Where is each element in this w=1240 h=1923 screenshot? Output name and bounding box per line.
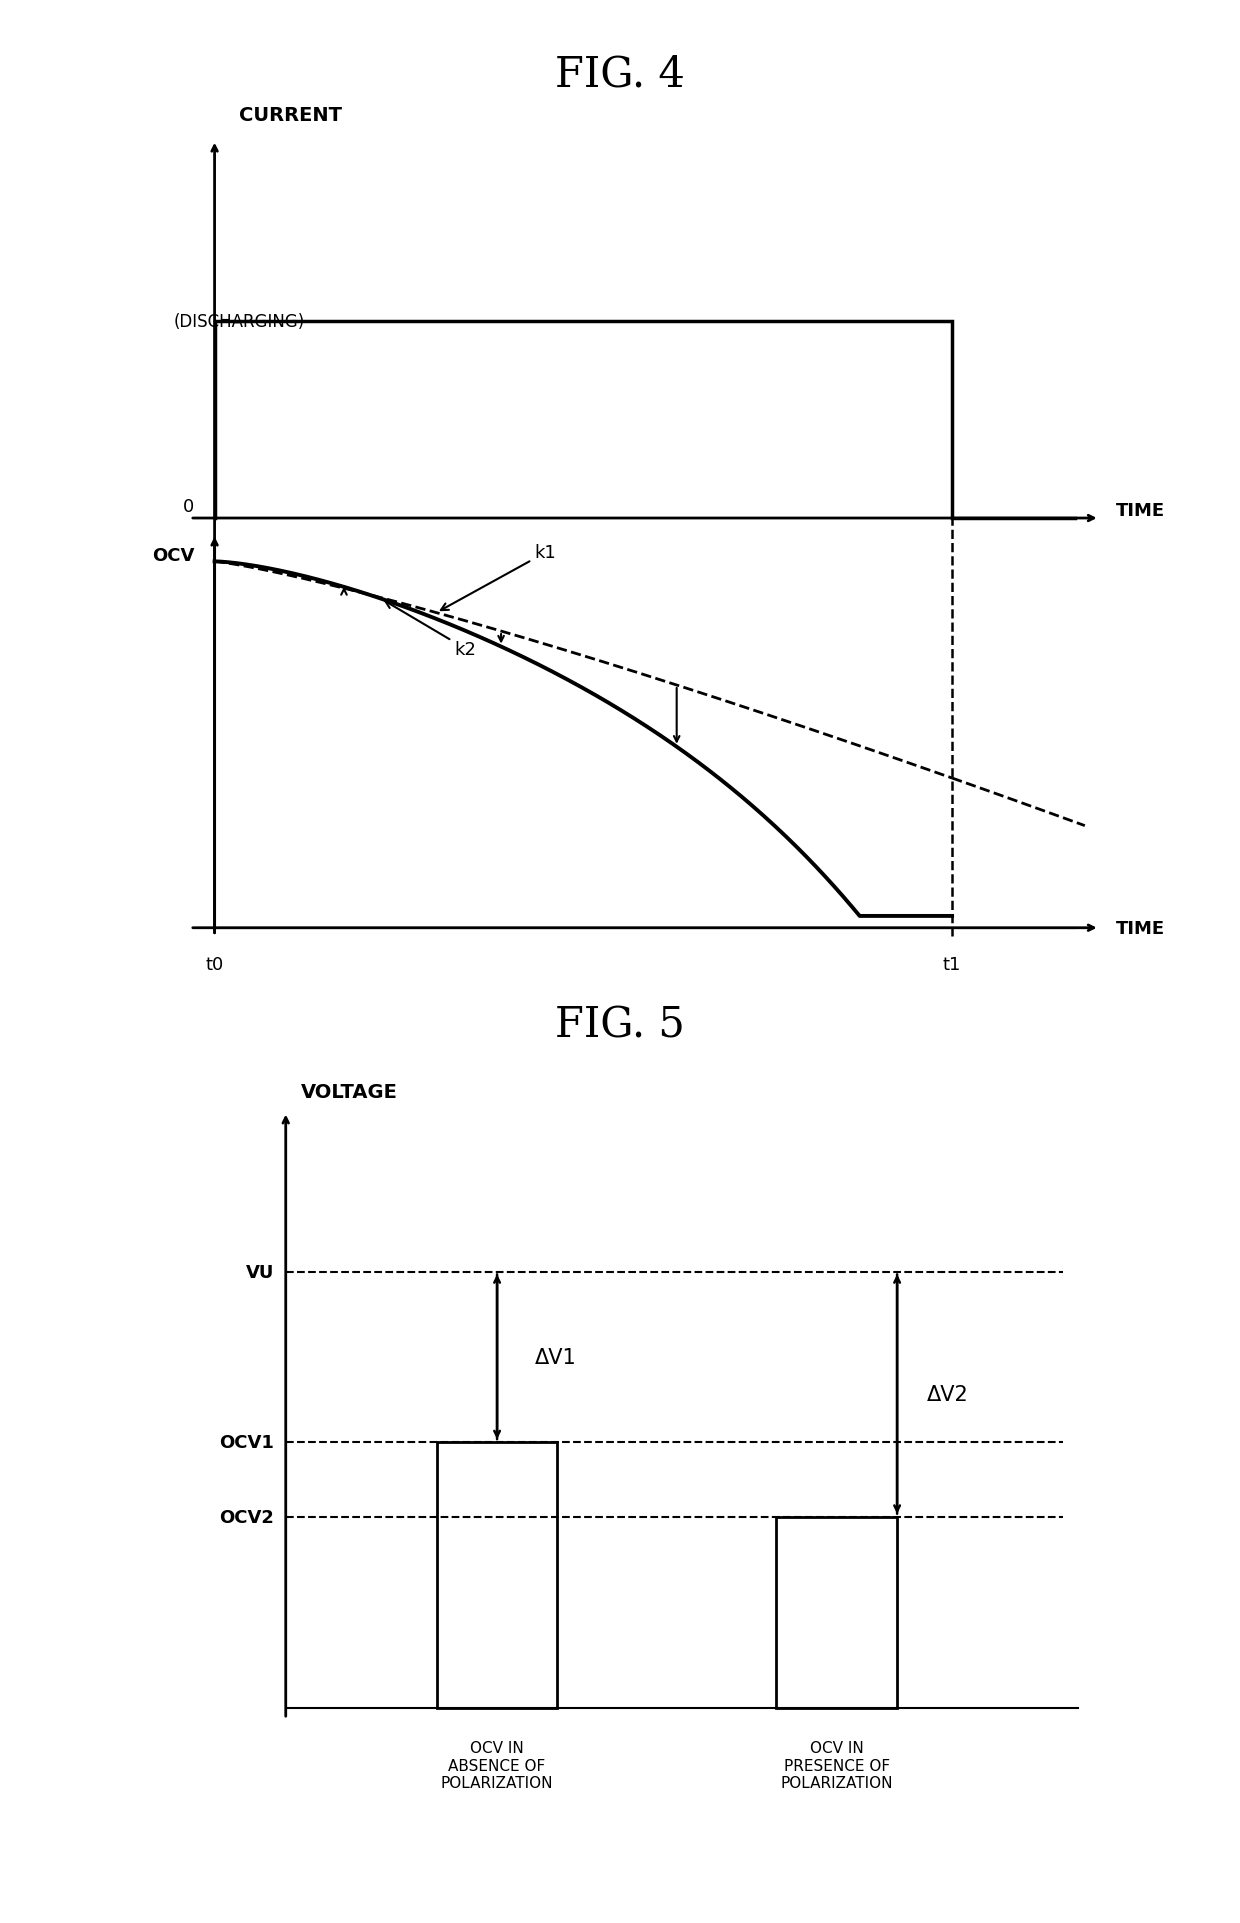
- Text: 0: 0: [182, 498, 195, 515]
- Text: TIME: TIME: [1116, 919, 1166, 937]
- Text: k1: k1: [441, 544, 557, 612]
- Text: VU: VU: [246, 1263, 274, 1281]
- Text: t0: t0: [206, 956, 223, 973]
- Text: (DISCHARGING): (DISCHARGING): [174, 313, 305, 331]
- Text: t1: t1: [942, 956, 961, 973]
- Text: VOLTAGE: VOLTAGE: [301, 1083, 398, 1102]
- Bar: [776, 1517, 897, 1708]
- Text: FIG. 4: FIG. 4: [556, 54, 684, 96]
- Bar: [436, 1442, 558, 1708]
- Text: OCV IN
PRESENCE OF
POLARIZATION: OCV IN PRESENCE OF POLARIZATION: [780, 1740, 893, 1790]
- Text: CURRENT: CURRENT: [239, 106, 342, 125]
- Text: k2: k2: [386, 602, 476, 658]
- Text: OCV2: OCV2: [219, 1508, 274, 1525]
- Text: ΔV1: ΔV1: [534, 1346, 577, 1367]
- Text: OCV IN
ABSENCE OF
POLARIZATION: OCV IN ABSENCE OF POLARIZATION: [441, 1740, 553, 1790]
- Text: TIME: TIME: [1116, 502, 1166, 519]
- Text: ΔV2: ΔV2: [928, 1385, 968, 1404]
- Text: OCV: OCV: [151, 546, 195, 563]
- Text: FIG. 5: FIG. 5: [556, 1004, 684, 1046]
- Text: OCV1: OCV1: [219, 1433, 274, 1452]
